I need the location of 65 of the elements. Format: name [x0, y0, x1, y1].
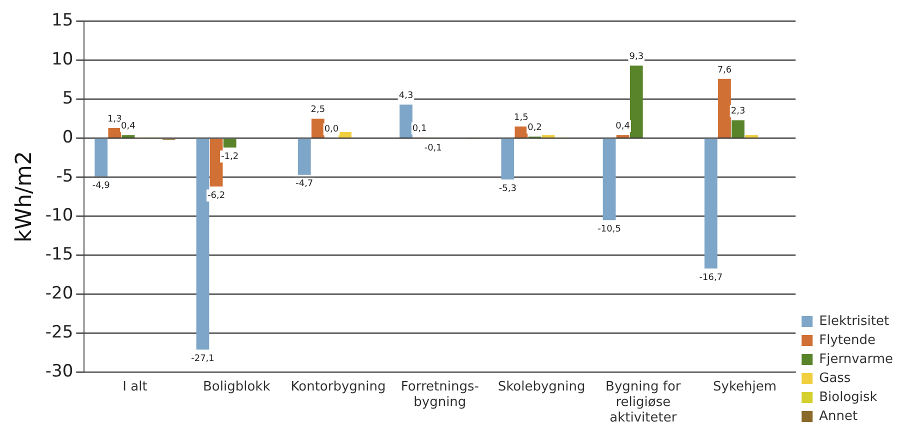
x-tick-label: Sykehjem	[713, 379, 777, 394]
data-label: 0,4	[616, 121, 630, 132]
data-label: 1,5	[514, 112, 528, 123]
bar	[338, 132, 352, 138]
legend-label: Fjernvarme	[819, 352, 894, 367]
legend-label: Flytende	[819, 332, 876, 348]
y-tick-label: 0	[62, 128, 74, 148]
data-label: 7,6	[717, 65, 732, 76]
bar	[210, 138, 223, 187]
x-tick-label: Skolebygning	[498, 379, 586, 394]
data-label: -0,1	[424, 143, 442, 154]
bar	[514, 126, 528, 138]
y-tick-label: -20	[45, 284, 74, 304]
data-label: 2,5	[310, 105, 326, 116]
legend-label: Biologisk	[819, 390, 878, 405]
y-tick-label: 5	[62, 88, 74, 109]
data-label: 4,3	[398, 91, 414, 102]
data-label: -16,7	[699, 272, 723, 283]
x-tick-label: Boligblokk	[203, 379, 271, 394]
data-label: 9,3	[629, 52, 644, 62]
bar	[122, 135, 135, 138]
y-tick-label: -30	[45, 362, 74, 382]
bar	[616, 135, 630, 138]
legend-label: Gass	[819, 370, 851, 386]
legend-label: Elektrisitet	[819, 314, 890, 329]
data-label: -4,9	[92, 180, 110, 191]
bar	[311, 118, 324, 138]
data-label: -6,2	[208, 190, 226, 201]
data-label: -1,2	[221, 152, 239, 162]
bar	[732, 120, 744, 138]
data-label: -27,1	[191, 354, 214, 364]
y-tick-label: -15	[45, 244, 74, 265]
x-tick-label: I alt	[122, 379, 148, 394]
y-tick-label: -25	[45, 322, 74, 343]
bar	[602, 138, 616, 220]
y-tick-label: 10	[52, 50, 74, 70]
bar	[718, 78, 731, 138]
bar	[196, 138, 210, 350]
x-tick-label: Bygning for religiøse aktiviteter	[606, 379, 682, 426]
legend-label: Annet	[819, 408, 858, 424]
bar	[542, 135, 555, 138]
data-label: 2,3	[730, 106, 746, 117]
data-label: -5,3	[498, 184, 516, 194]
data-label: 1,3	[107, 114, 122, 124]
y-tick-label: 15	[52, 10, 74, 31]
bar	[630, 66, 643, 138]
data-label: 0,1	[412, 124, 427, 134]
y-tick-label: -10	[45, 206, 74, 226]
data-label: -10,5	[598, 224, 621, 234]
x-tick-label: Forretnings-bygning	[400, 379, 480, 410]
bar	[704, 138, 718, 268]
bar	[298, 138, 311, 175]
bar	[745, 135, 758, 138]
bar	[108, 128, 122, 138]
bar	[501, 138, 514, 180]
data-label: 0,4	[121, 121, 136, 132]
x-tick-label: Kontorbygning	[290, 379, 386, 394]
y-tick-label: -5	[56, 166, 74, 187]
data-label: 0,2	[528, 122, 542, 133]
bar	[223, 138, 236, 148]
bar	[400, 104, 412, 138]
bar	[94, 138, 108, 176]
data-label: -4,7	[296, 179, 314, 190]
data-label: 0,0	[324, 124, 339, 135]
y-axis-title: kWh/m2	[12, 151, 37, 242]
